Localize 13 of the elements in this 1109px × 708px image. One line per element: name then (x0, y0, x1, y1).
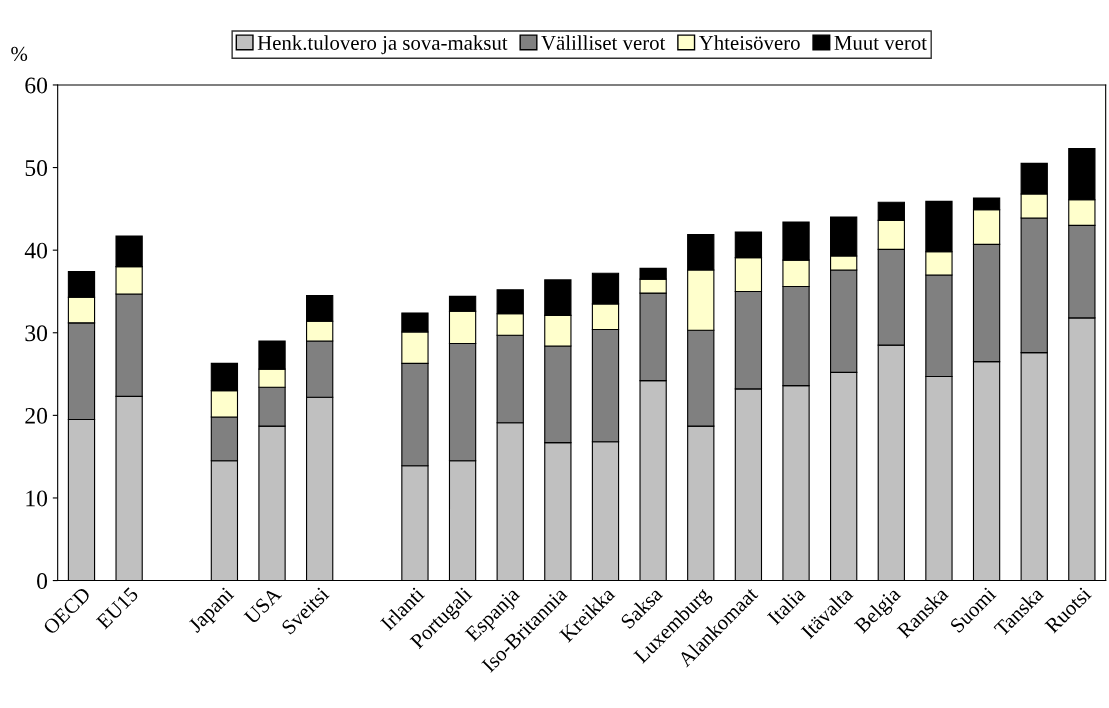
legend-label: Yhteisövero (698, 35, 800, 50)
y-tick-label: 50 (25, 160, 48, 176)
y-tick-label: 40 (24, 242, 48, 259)
legend-label: Muut verot (834, 36, 927, 50)
x-tick-label: USA (243, 586, 283, 625)
y-tick-label: 60 (25, 77, 48, 94)
y-tick-label: 20 (25, 407, 48, 424)
legend-label: Henk.tulovero ja sova-maksut (257, 35, 508, 55)
y-tick-label: 0 (37, 573, 48, 589)
y-tick-label: 10 (26, 490, 48, 507)
y-axis-title: % (11, 46, 28, 61)
y-tick-label: 30 (25, 325, 48, 342)
legend-label: Välilliset verot (541, 35, 666, 51)
